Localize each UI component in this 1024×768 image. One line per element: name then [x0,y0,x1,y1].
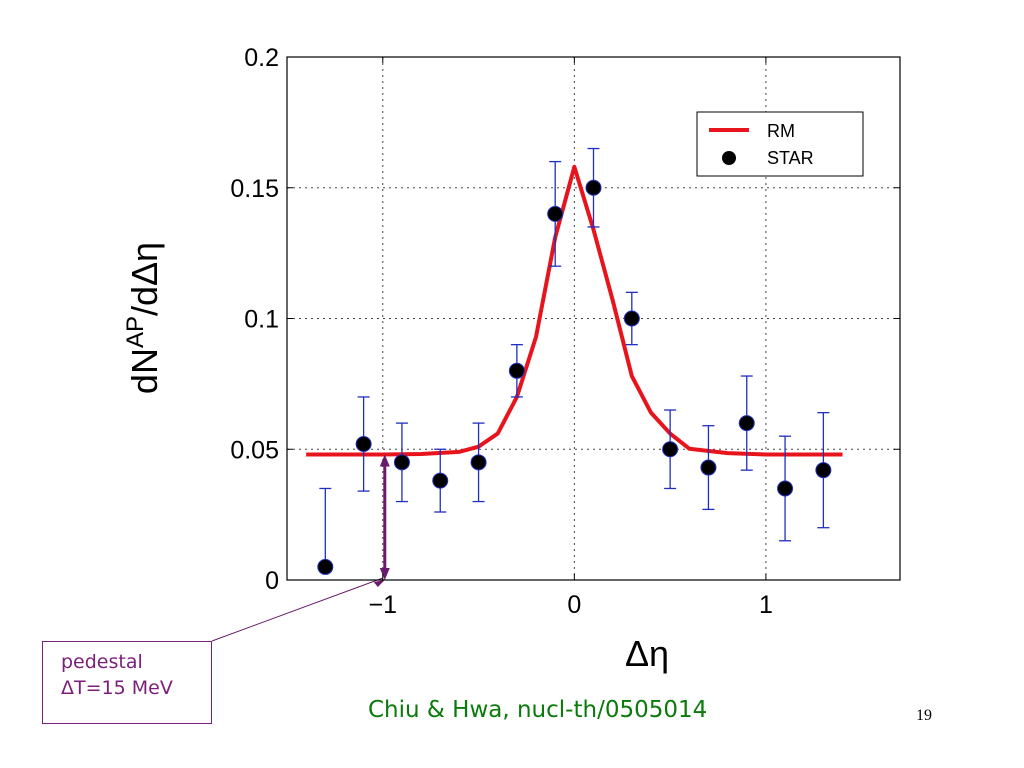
annotation-line-2: ΔT=15 MeV [61,677,173,699]
x-tick-label: −1 [369,591,398,619]
star-data-point [585,179,602,196]
annotation-arrows [211,454,390,642]
y-axis-label-sup: AP [122,316,149,348]
star-data-point [317,558,334,575]
star-data-point [815,462,832,479]
legend: RM STAR [696,111,864,177]
rm-curve-series [306,164,843,457]
pedestal-arrow-head-bottom [379,568,390,580]
star-data-point [355,436,372,453]
y-tick-label: 0.05 [230,436,279,464]
legend-label: STAR [767,148,814,168]
star-data-series [317,147,832,575]
star-data-point [432,472,449,489]
pedestal-annotation-box: pedestal ΔT=15 MeV [42,641,212,724]
y-axis-label-rest: /dΔη [124,242,165,316]
star-data-point [393,454,410,471]
slide-number: 19 [916,707,932,724]
annotation-line-1: pedestal [61,651,143,673]
star-data-point [700,459,717,476]
x-tick-label: 1 [759,591,773,619]
x-axis-label: Δη [625,633,669,674]
star-data-point [662,441,679,458]
pedestal-arrow-head-top [379,454,390,467]
star-data-point [508,362,525,379]
y-tick-label: 0.2 [244,44,279,72]
axis-ticks: −1 0 1 0 0.05 0.1 0.15 0.2 [230,44,900,619]
annotation-pointer-line [211,577,383,642]
legend-label: RM [767,121,795,141]
y-tick-label: 0.1 [244,306,279,334]
legend-box [696,111,864,177]
y-axis-label-base: dN [124,348,165,394]
x-tick-label: 0 [567,591,581,619]
y-tick-label: 0 [265,567,279,595]
star-data-point [777,480,794,497]
y-axis-label: dNAP/dΔη [122,242,165,394]
citation: Chiu & Hwa, nucl-th/0505014 [368,697,708,723]
star-data-point [547,205,564,222]
star-data-point [738,415,755,432]
legend-dot-swatch [722,151,736,165]
star-data-point [623,310,640,327]
star-data-point [470,454,487,471]
y-tick-label: 0.15 [230,175,279,203]
annotation-pointer-head [373,580,385,587]
rm-curve [306,164,843,457]
